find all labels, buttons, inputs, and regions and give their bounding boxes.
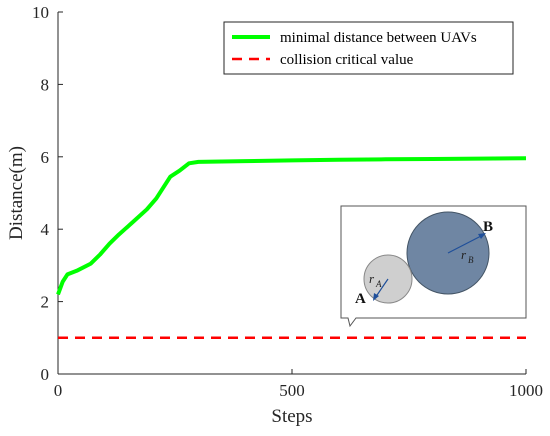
y-tick-label: 10 <box>32 3 49 22</box>
label-b: B <box>483 219 493 235</box>
radius-a-symbol: r <box>369 271 375 286</box>
x-tick-label: 1000 <box>509 381 543 400</box>
x-axis-label: Steps <box>271 406 312 427</box>
y-tick-label: 0 <box>41 365 50 384</box>
legend-label-0: minimal distance between UAVs <box>280 30 477 46</box>
radius-a-arrowhead-icon <box>373 293 379 301</box>
label-a: A <box>355 291 366 307</box>
radius-b-arrow <box>447 234 484 254</box>
radius-b-subscript: B <box>468 255 474 265</box>
y-tick-label: 8 <box>41 75 50 94</box>
series-layer <box>56 156 527 340</box>
y-axis-label: Distance(m) <box>6 146 27 240</box>
legend-box <box>223 21 514 75</box>
y-tick-label: 6 <box>41 148 50 167</box>
radius-b-symbol: r <box>461 247 467 262</box>
radius-a-subscript: A <box>375 279 382 289</box>
axes: 0 2 4 6 8 10 0 500 1000 <box>32 3 543 400</box>
y-tick-label: 2 <box>41 293 50 312</box>
x-tick-label: 0 <box>54 381 63 400</box>
radius-b-arrowhead-icon <box>478 233 486 239</box>
radius-a-arrow <box>374 278 389 299</box>
legend: minimal distance between UAVs collision c… <box>223 21 514 75</box>
x-tick-label: 500 <box>279 381 305 400</box>
series-line-0 <box>56 156 527 296</box>
legend-label-1: collision critical value <box>280 52 414 68</box>
y-tick-label: 4 <box>41 220 50 239</box>
inset-diagram: r B r A A B <box>340 205 527 328</box>
